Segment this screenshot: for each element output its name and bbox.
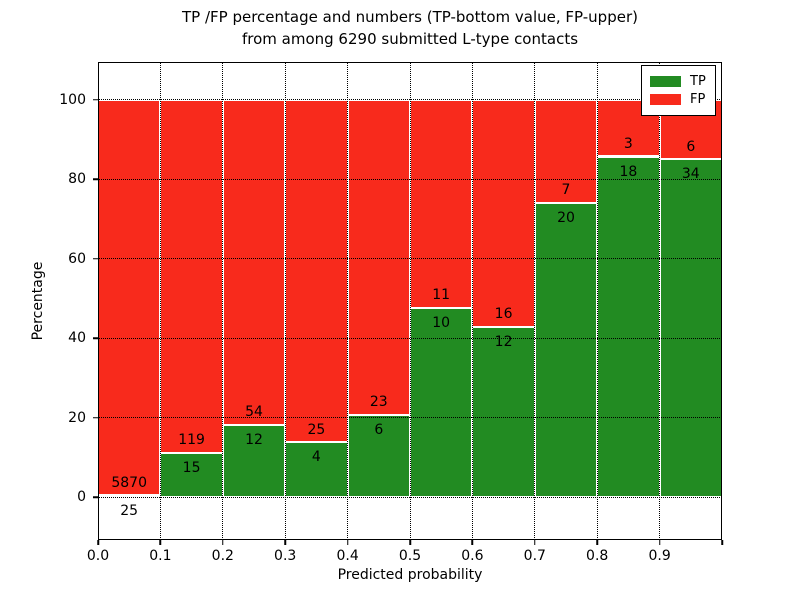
tp-count-label: 20 [557,209,575,226]
bar-segment-fp [285,99,348,443]
x-tick-mark [471,540,474,545]
y-tick-label: 100 [59,91,86,108]
bar-segment-fp [160,99,223,453]
bar-segment-tp [534,202,598,498]
tp-count-label: 15 [182,459,201,476]
x-tick-mark [97,540,99,545]
y-axis-label: Percentage [30,261,46,341]
fp-count-label: 23 [369,394,388,411]
fp-count-label: 11 [432,287,451,304]
x-tick-label: 0.9 [648,548,671,564]
y-tick-label: 80 [68,171,86,188]
legend-label-fp: FP [690,92,706,107]
gridline-vertical [659,62,661,540]
x-tick-mark [658,540,661,545]
x-axis-label: Predicted probability [337,567,483,583]
tp-count-label: 34 [681,166,700,183]
bar-segment-tp [597,156,660,498]
x-tick-mark [222,540,224,545]
gridline-vertical [534,62,536,540]
gridline-vertical [596,62,598,540]
fp-swatch-icon [650,94,681,105]
x-tick-mark [596,540,598,545]
x-tick-mark [159,540,162,545]
gridline-vertical [347,62,349,540]
tp-count-label: 4 [311,449,321,466]
y-axis-ticks [92,62,98,540]
y-tick-mark [93,337,98,339]
legend-entry-tp: TP [650,74,706,89]
legend-entry-fp: FP [650,92,706,107]
x-tick-mark [534,540,536,545]
fp-count-label: 7 [561,182,571,199]
x-tick-label: 0.1 [149,548,172,564]
y-tick-mark [93,257,98,260]
x-tick-label: 0.5 [398,548,422,564]
legend-label-tp: TP [690,74,706,89]
x-axis-ticks [97,540,723,546]
fp-count-label: 119 [178,431,205,448]
bar-segment-fp [222,99,286,425]
bar-segment-fp [347,99,410,415]
gridline-vertical [284,62,286,540]
bar-segment-fp [410,99,473,308]
bar-segment-fp [472,99,535,327]
x-tick-label: 0.4 [336,548,359,564]
y-tick-label: 40 [68,330,86,347]
fp-count-label: 3 [623,135,633,152]
legend: TP FP [641,65,716,116]
tp-count-label: 18 [619,163,638,180]
bar-segment-tp [160,452,223,498]
y-tick-label: 60 [68,250,86,267]
bar-segment-tp [410,307,473,498]
y-tick-mark [93,496,98,498]
tp-count-label: 25 [120,502,139,519]
bar-segment-tp [347,414,410,498]
chart-title-line2: from among 6290 submitted L-type contact… [241,30,579,48]
bar-segment-fp [534,99,598,203]
x-tick-label: 0.6 [461,548,484,564]
y-tick-label: 0 [77,489,86,506]
fp-count-label: 54 [245,404,263,421]
gridline-vertical [471,62,473,540]
tp-count-label: 10 [432,314,451,331]
x-tick-label: 0.0 [86,548,110,564]
y-tick-mark [93,98,98,101]
bar-segment-tp [659,159,722,498]
bar-segment-tp [222,424,286,498]
y-tick-mark [93,416,98,419]
x-tick-mark [409,540,411,545]
x-tick-label: 0.2 [211,548,234,564]
gridline-vertical [222,62,224,540]
bar-segment-fp [98,99,161,496]
fp-count-label: 16 [494,306,513,323]
gridline-vertical [409,62,411,540]
x-tick-label: 0.3 [274,548,297,564]
fp-count-label: 25 [307,421,326,438]
tp-swatch-icon [650,76,681,87]
x-tick-mark [346,540,349,545]
gridline-vertical [159,62,161,540]
chart-title-line1: TP /FP percentage and numbers (TP-bottom… [182,8,638,26]
plot-area: 5870 25 119 15 54 12 25 4 23 6 11 10 16 12 7 20 3 18 6 34 [98,62,722,540]
bar-segment-tp [285,442,348,498]
y-tick-label: 20 [68,409,86,426]
tp-count-label: 6 [374,421,384,438]
fp-count-label: 5870 [111,474,148,491]
x-tick-mark [721,540,723,545]
tp-count-label: 12 [245,431,263,448]
x-tick-label: 0.7 [523,548,546,564]
x-tick-label: 0.8 [586,548,609,564]
tp-count-label: 12 [494,333,513,350]
bar-segment-tp [472,326,535,498]
y-tick-mark [93,178,98,180]
x-tick-mark [284,540,286,545]
fp-count-label: 6 [686,138,696,155]
